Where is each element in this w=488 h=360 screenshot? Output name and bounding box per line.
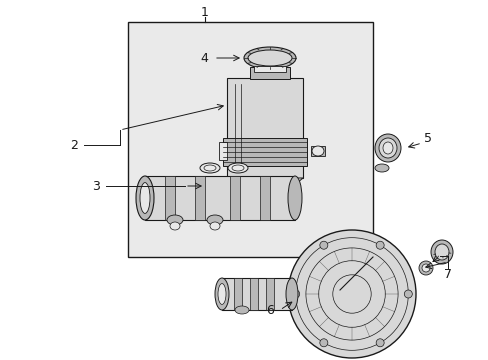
- Ellipse shape: [418, 261, 432, 275]
- Ellipse shape: [231, 165, 244, 171]
- Text: 2: 2: [70, 139, 78, 152]
- Bar: [265, 278, 273, 310]
- Bar: [253, 66, 285, 72]
- Ellipse shape: [430, 240, 452, 264]
- Circle shape: [375, 339, 384, 347]
- Ellipse shape: [285, 278, 297, 310]
- Polygon shape: [226, 178, 303, 188]
- Ellipse shape: [311, 146, 324, 156]
- Circle shape: [404, 290, 411, 298]
- Bar: [145, 176, 294, 220]
- Ellipse shape: [167, 215, 183, 225]
- Bar: [219, 142, 226, 160]
- Ellipse shape: [209, 222, 220, 230]
- Ellipse shape: [287, 176, 302, 220]
- Ellipse shape: [378, 138, 396, 158]
- Ellipse shape: [421, 264, 429, 272]
- Ellipse shape: [206, 215, 223, 225]
- Ellipse shape: [247, 50, 291, 66]
- Circle shape: [319, 241, 327, 249]
- Text: 3: 3: [92, 180, 100, 193]
- Text: 6: 6: [265, 303, 273, 316]
- Ellipse shape: [203, 165, 216, 171]
- Circle shape: [287, 230, 415, 358]
- Ellipse shape: [382, 142, 392, 154]
- Bar: [260, 176, 269, 220]
- Bar: [195, 176, 204, 220]
- Ellipse shape: [374, 164, 388, 172]
- Text: 5: 5: [423, 131, 431, 144]
- Ellipse shape: [136, 176, 154, 220]
- Text: 4: 4: [200, 51, 207, 64]
- Ellipse shape: [227, 163, 247, 173]
- Bar: [222, 278, 291, 310]
- Ellipse shape: [374, 134, 400, 162]
- Bar: [234, 278, 242, 310]
- Text: 7: 7: [443, 269, 451, 282]
- Circle shape: [291, 290, 299, 298]
- Ellipse shape: [244, 47, 295, 69]
- Ellipse shape: [170, 222, 180, 230]
- Ellipse shape: [200, 163, 220, 173]
- Ellipse shape: [235, 306, 248, 314]
- Ellipse shape: [215, 278, 228, 310]
- Circle shape: [375, 241, 384, 249]
- Ellipse shape: [434, 244, 448, 260]
- Bar: [164, 176, 175, 220]
- Bar: [223, 138, 306, 166]
- Text: 1: 1: [201, 5, 208, 18]
- Ellipse shape: [140, 183, 150, 213]
- Bar: [226, 78, 303, 178]
- Bar: [249, 67, 289, 79]
- Circle shape: [319, 339, 327, 347]
- Bar: [249, 278, 258, 310]
- Bar: [229, 176, 240, 220]
- Bar: [310, 146, 325, 156]
- Ellipse shape: [218, 284, 225, 305]
- Bar: [128, 22, 372, 257]
